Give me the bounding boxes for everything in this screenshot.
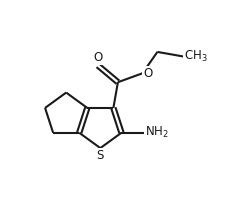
Text: O: O xyxy=(144,67,153,80)
Text: CH$_3$: CH$_3$ xyxy=(184,49,208,64)
Text: S: S xyxy=(97,149,104,162)
Text: O: O xyxy=(93,51,102,64)
Text: NH$_2$: NH$_2$ xyxy=(145,125,169,140)
